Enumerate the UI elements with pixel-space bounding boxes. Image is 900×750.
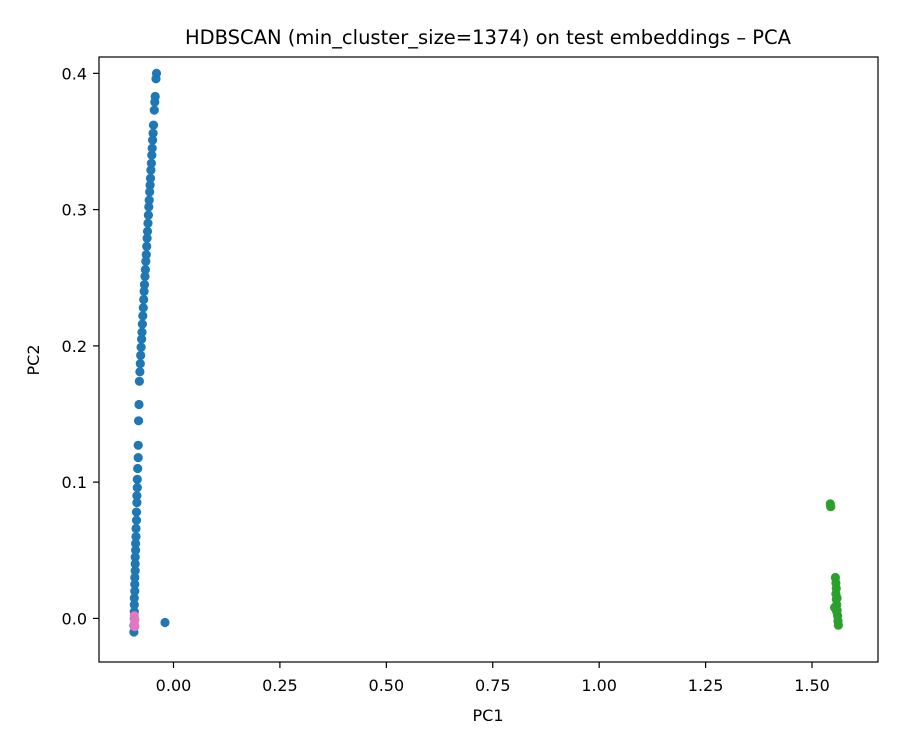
data-point	[131, 538, 141, 549]
data-point	[142, 241, 152, 251]
y-tick-label: 0.1	[62, 473, 87, 492]
plot-points	[129, 68, 844, 637]
data-point	[130, 566, 140, 576]
data-point	[130, 572, 140, 583]
data-point	[139, 280, 150, 290]
data-point	[136, 350, 146, 360]
data-point	[132, 474, 142, 484]
data-point	[134, 376, 144, 386]
data-point	[133, 440, 143, 450]
data-point	[137, 327, 147, 337]
y-tick-label: 0.3	[62, 201, 87, 220]
data-point	[130, 586, 140, 596]
x-tick-label: 0.25	[262, 676, 298, 695]
data-point	[826, 502, 836, 512]
data-point	[139, 294, 149, 305]
data-point	[134, 416, 144, 426]
y-axis-label: PC2	[24, 345, 43, 376]
data-point	[131, 507, 142, 517]
data-point	[132, 491, 142, 501]
data-point	[833, 620, 844, 630]
data-point	[146, 165, 156, 175]
y-tick-label: 0.2	[62, 337, 87, 356]
data-point	[146, 158, 156, 168]
data-point	[134, 399, 144, 410]
data-point	[131, 523, 141, 534]
data-point	[137, 319, 147, 329]
plot-frame	[98, 56, 879, 663]
data-point	[143, 218, 153, 228]
data-point	[144, 202, 154, 212]
data-point	[149, 105, 159, 115]
data-point	[150, 97, 160, 107]
data-point	[143, 210, 153, 220]
x-tick-label: 0.75	[475, 676, 511, 695]
x-tick-label: 0.00	[156, 676, 192, 695]
data-point	[141, 250, 151, 260]
data-point	[145, 173, 156, 183]
data-point	[139, 286, 149, 296]
data-point	[130, 559, 140, 569]
data-point	[132, 483, 142, 493]
data-point	[129, 600, 139, 610]
data-point	[142, 226, 153, 236]
data-point	[133, 453, 143, 463]
data-point	[138, 303, 148, 313]
data-point	[130, 552, 140, 562]
data-point	[130, 579, 140, 589]
data-point	[147, 143, 157, 153]
data-point	[144, 195, 154, 205]
x-axis: 0.00 0.25 0.50 0.75 1.00 1.25 1.50	[156, 662, 830, 695]
data-point	[129, 593, 139, 603]
data-point	[140, 271, 150, 281]
data-point	[137, 334, 147, 344]
chart-title: HDBSCAN (min_cluster_size=1374) on test …	[185, 26, 792, 49]
data-point	[148, 128, 158, 138]
data-point	[148, 120, 159, 130]
x-tick-label: 1.00	[581, 676, 617, 695]
data-point	[832, 593, 842, 603]
data-point	[141, 256, 151, 266]
data-point	[131, 545, 141, 555]
y-tick-label: 0.0	[62, 609, 87, 628]
x-tick-label: 1.25	[688, 676, 724, 695]
data-point	[140, 265, 150, 275]
y-axis: 0.0 0.1 0.2 0.3 0.4	[62, 64, 99, 628]
data-point	[131, 515, 142, 525]
x-tick-label: 0.50	[369, 676, 405, 695]
y-tick-label: 0.4	[62, 64, 87, 83]
data-point	[131, 532, 141, 542]
x-axis-label: PC1	[473, 706, 504, 725]
data-point	[148, 135, 158, 145]
data-point	[145, 187, 155, 197]
data-point	[130, 622, 140, 632]
x-tick-label: 1.50	[794, 676, 830, 695]
data-point	[133, 463, 143, 474]
data-point	[147, 150, 157, 160]
data-point	[142, 233, 152, 243]
data-point	[145, 180, 155, 190]
data-point	[135, 367, 145, 377]
data-point	[160, 617, 170, 628]
data-point	[832, 607, 842, 617]
data-point	[132, 498, 142, 508]
data-point	[135, 359, 145, 369]
data-point	[136, 342, 146, 352]
data-point	[138, 311, 148, 321]
data-point	[151, 74, 161, 84]
